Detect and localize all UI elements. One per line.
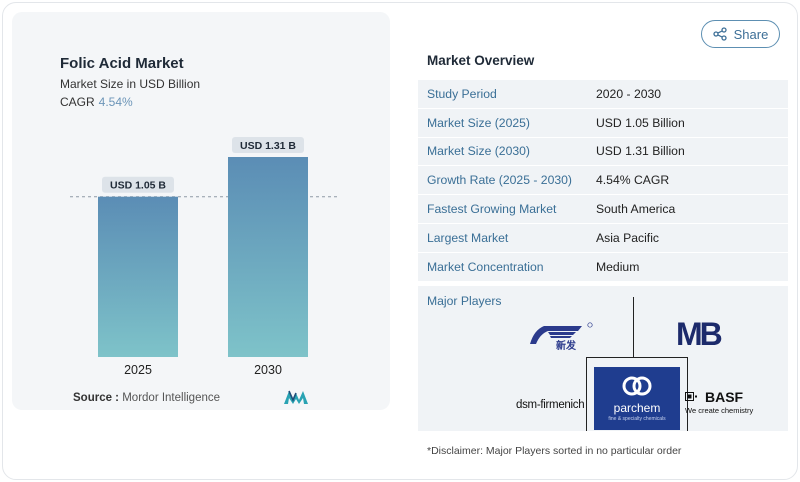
chart-cagr: CAGR 4.54% (60, 95, 133, 109)
share-label: Share (733, 26, 769, 42)
overview-row-concentration: Market Concentration Medium (418, 252, 788, 282)
major-players-title: Major Players (427, 294, 502, 308)
overview-row-fastest-growing: Fastest Growing Market South America (418, 195, 788, 224)
source-line: Source : Mordor Intelligence (73, 392, 220, 404)
cagr-label: CAGR (60, 95, 95, 109)
logo-divider (633, 297, 634, 357)
logo-divider (586, 357, 688, 358)
disclaimer: *Disclaimer: Major Players sorted in no … (427, 445, 682, 457)
overview-label: Fastest Growing Market (418, 195, 586, 223)
overview-value: South America (586, 195, 788, 223)
chart-title: Folic Acid Market (60, 55, 184, 72)
share-button[interactable]: Share (701, 20, 780, 48)
mb-logo: MB (676, 316, 732, 352)
xinfa-logo-text: 新发 (556, 341, 576, 352)
overview-label: Growth Rate (2025 - 2030) (418, 166, 586, 195)
chart-panel (12, 12, 390, 410)
dsm-logo-text: dsm-firmenich (516, 399, 585, 411)
overview-value: 2020 - 2030 (586, 80, 788, 108)
mb-logo-text: MB (676, 316, 723, 352)
overview-label: Market Concentration (418, 252, 586, 281)
overview-value: USD 1.31 Billion (586, 137, 788, 166)
basf-logo: BASF We create chemistry (685, 389, 755, 420)
overview-row-market-size-2030: Market Size (2030) USD 1.31 Billion (418, 137, 788, 167)
overview-label: Market Size (2025) (418, 108, 586, 137)
overview-value: USD 1.05 Billion (586, 108, 788, 137)
basf-logo-icon (685, 392, 697, 401)
data-label: USD 1.31 B (240, 140, 296, 152)
bar-2025 (98, 196, 178, 357)
overview-label: Largest Market (418, 223, 586, 252)
overview-value: Asia Pacific (586, 223, 788, 252)
parchem-tagline: fine & specialty chemicals (608, 416, 666, 422)
source-label: Source : (73, 392, 120, 404)
overview-row-largest-market: Largest Market Asia Pacific (418, 223, 788, 253)
xinfa-logo-icon (530, 322, 593, 344)
dsm-firmenich-logo: dsm-firmenich (516, 395, 585, 413)
overview-title: Market Overview (427, 53, 535, 68)
parchem-logo: parchem fine & specialty chemicals (594, 367, 680, 430)
overview-row-growth-rate: Growth Rate (2025 - 2030) 4.54% CAGR (418, 166, 788, 196)
logo-divider (586, 357, 587, 431)
data-label: USD 1.05 B (110, 180, 166, 192)
share-icon (712, 27, 727, 41)
parchem-logo-icon (622, 376, 652, 396)
overview-value: 4.54% CAGR (586, 166, 788, 195)
cagr-value: 4.54% (98, 95, 133, 109)
overview-label: Market Size (2030) (418, 137, 586, 166)
source-text: Mordor Intelligence (122, 392, 221, 404)
overview-table: Study Period 2020 - 2030 Market Size (20… (418, 80, 788, 282)
data-label-bg (232, 137, 304, 153)
xinfa-logo: 新发 (526, 320, 598, 352)
logo-divider (687, 357, 688, 431)
bar-chart: USD 1.05 B 2025 USD 1.31 B 2030 (70, 137, 340, 377)
overview-value: Medium (586, 252, 788, 281)
data-label-bg (102, 176, 174, 193)
chart-subtitle: Market Size in USD Billion (60, 77, 201, 91)
x-tick-label: 2025 (124, 363, 152, 377)
basf-logo-text: BASF (705, 389, 744, 405)
overview-label: Study Period (418, 80, 586, 108)
parchem-logo-text: parchem (613, 401, 661, 415)
overview-row-study-period: Study Period 2020 - 2030 (418, 80, 788, 109)
x-tick-label: 2030 (254, 363, 282, 377)
basf-tagline: We create chemistry (685, 406, 754, 415)
overview-row-market-size-2025: Market Size (2025) USD 1.05 Billion (418, 108, 788, 138)
bar-2030 (228, 157, 308, 357)
mordor-logo-icon (284, 390, 308, 404)
